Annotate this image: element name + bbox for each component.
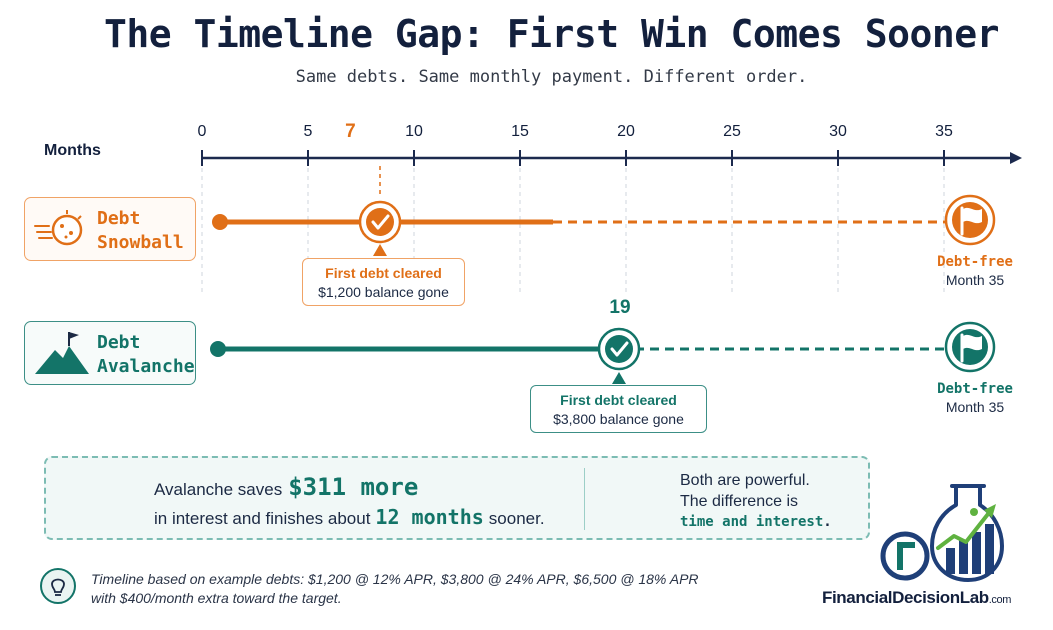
snowball-strategy-box: Debt Snowball — [24, 197, 196, 261]
axis-tick-5: 5 — [303, 123, 313, 140]
lightbulb-icon — [40, 568, 76, 604]
snowball-first-clear-callout: First debt cleared $1,200 balance gone — [302, 258, 465, 306]
brand-domain: .com — [988, 594, 1012, 606]
snowball-start-dot — [212, 214, 228, 230]
mountain-flag-icon — [35, 332, 89, 374]
snowball-label: Debt Snowball — [97, 208, 184, 253]
avalanche-callout-sub: $3,800 balance gone — [553, 411, 684, 427]
snowball-end-title: Debt-free — [937, 254, 1013, 270]
summary-time-interest: time and interest — [680, 514, 824, 530]
footnote: Timeline based on example debts: $1,200 … — [91, 570, 699, 608]
snowball-check-icon — [358, 200, 402, 244]
summary-period: . — [823, 514, 832, 530]
summary-right-line-3: time and interest. — [680, 514, 832, 530]
page-title: The Timeline Gap: First Win Comes Sooner — [103, 12, 1000, 56]
axis-tick-35: 35 — [935, 123, 953, 140]
snowball-end-label: Debt-free Month 35 — [925, 254, 1025, 288]
axis-arrow-icon — [1010, 152, 1022, 164]
axis-tick-7: 7 — [345, 121, 356, 142]
axis-tick-15: 15 — [511, 123, 529, 140]
footnote-line-1: Timeline based on example debts: $1,200 … — [91, 571, 699, 587]
avalanche-callout-pointer — [612, 372, 626, 384]
snowball-callout-title: First debt cleared — [325, 265, 442, 281]
summary-divider — [584, 468, 585, 530]
snowball-icon — [34, 210, 83, 246]
axis-tick-30: 30 — [829, 123, 847, 140]
axis-tick-20: 20 — [617, 123, 635, 140]
summary-savings: $311 more — [288, 473, 419, 501]
avalanche-strategy-box: Debt Avalanche — [24, 321, 196, 385]
summary-line2-suffix: sooner. — [488, 509, 545, 528]
axis-tick-0: 0 — [197, 123, 207, 140]
avalanche-flag-icon — [944, 321, 996, 373]
summary-line-1: Avalanche saves $311 more — [154, 473, 418, 501]
summary-line2-prefix: in interest and finishes about — [154, 509, 371, 528]
avalanche-check-icon — [597, 327, 641, 371]
snowball-callout-pointer — [373, 244, 387, 256]
snowball-callout-sub: $1,200 balance gone — [318, 284, 449, 300]
brand-logo-icon — [880, 484, 1004, 582]
summary-box: Avalanche saves $311 more in interest and… — [44, 456, 870, 540]
page-subtitle: Same debts. Same monthly payment. Differ… — [295, 67, 808, 87]
avalanche-first-clear-callout: First debt cleared $3,800 balance gone — [530, 385, 707, 433]
brand-name-text: FinancialDecisionLab — [822, 588, 989, 607]
summary-line-2: in interest and finishes about 12 months s… — [154, 505, 545, 529]
snowball-flag-icon — [944, 194, 996, 246]
avalanche-end-title: Debt-free — [937, 381, 1013, 397]
axis-label: Months — [44, 142, 101, 159]
summary-right-text: Both are powerful. The difference is — [680, 470, 810, 512]
avalanche-first-clear-month: 19 — [609, 297, 631, 318]
avalanche-start-dot — [210, 341, 226, 357]
brand-name: FinancialDecisionLab.com — [822, 588, 1011, 608]
summary-months-sooner: 12 months — [375, 505, 484, 529]
avalanche-callout-title: First debt cleared — [560, 392, 677, 408]
avalanche-end-sub: Month 35 — [945, 399, 1005, 415]
axis-tick-10: 10 — [405, 123, 423, 140]
summary-prefix: Avalanche saves — [154, 480, 283, 499]
axis-tick-25: 25 — [723, 123, 741, 140]
avalanche-end-label: Debt-free Month 35 — [925, 381, 1025, 415]
snowball-end-sub: Month 35 — [945, 272, 1005, 288]
summary-right-line-2: The difference is — [680, 493, 798, 510]
summary-right-line-1: Both are powerful. — [680, 472, 810, 489]
avalanche-label: Debt Avalanche — [97, 332, 195, 377]
footnote-line-2: with $400/month extra toward the target. — [91, 590, 342, 606]
